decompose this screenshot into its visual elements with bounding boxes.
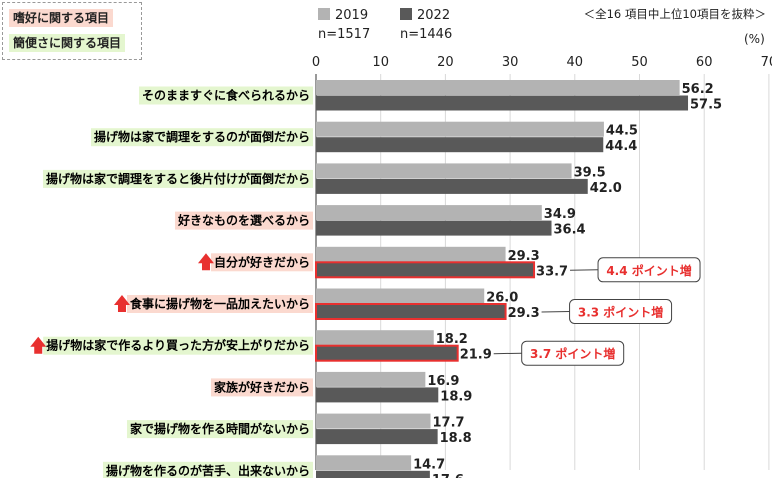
category-label: 食事に揚げ物を一品加えたいから — [129, 296, 310, 311]
category-label: 自分が好きだから — [214, 254, 310, 269]
bar-2022 — [316, 137, 604, 153]
category-label-bg — [43, 336, 313, 355]
bar-2022 — [316, 178, 588, 194]
category-label-bg — [138, 86, 313, 105]
value-label-2019: 17.7 — [433, 416, 465, 431]
bar-2019 — [316, 330, 434, 346]
x-tick-label: 30 — [502, 55, 519, 70]
category-label: 好きなものを選べるから — [177, 213, 310, 228]
x-tick-label: 50 — [631, 55, 648, 70]
x-tick-label: 70 — [761, 55, 772, 70]
value-label-2019: 56.2 — [682, 82, 714, 97]
category-label-bg — [126, 420, 313, 439]
selection-note: ＜全16 項目中上位10項目を抜粋＞ — [583, 7, 766, 21]
category-label-bg — [210, 378, 313, 397]
value-label-2022: 33.7 — [536, 264, 568, 279]
bar-2019 — [316, 163, 572, 179]
category-label-bg — [42, 169, 313, 188]
category-label: 家族が好きだから — [214, 379, 310, 394]
bar-2019 — [316, 205, 542, 221]
bar-2019 — [316, 246, 506, 262]
callout-leader — [541, 311, 570, 313]
bar-2022 — [316, 429, 438, 445]
legend-2022-label: 2022 — [417, 8, 451, 23]
callout-leader — [570, 269, 599, 271]
callout-leader — [493, 352, 522, 355]
value-label-2019: 18.2 — [436, 332, 468, 347]
value-label-2022: 21.9 — [460, 348, 492, 363]
value-label-2019: 14.7 — [413, 457, 445, 472]
x-tick-label: 0 — [312, 55, 320, 70]
bar-2022 — [315, 303, 507, 320]
category-type-legend: 嗜好に関する項目 簡便さに関する項目 — [2, 2, 142, 60]
callout-text: 3.3 ポイント増 — [578, 305, 663, 320]
value-label-2022: 18.8 — [440, 431, 472, 446]
legend-2019-label: 2019 — [335, 8, 369, 23]
category-label: 揚げ物は家で作るより買った方が安上がりだから — [46, 338, 310, 353]
bar-2019 — [316, 80, 680, 95]
up-arrow-icon — [113, 295, 130, 312]
value-label-2022: 44.4 — [605, 139, 637, 154]
category-label: 揚げ物は家で調理をすると後片付けが面倒だから — [46, 171, 310, 186]
x-tick-label: 40 — [567, 55, 584, 70]
value-label-2022: 29.3 — [508, 306, 540, 321]
category-label: 家で揚げ物を作る時間がないから — [130, 421, 310, 436]
up-arrow-icon — [30, 336, 47, 354]
category-label: 揚げ物は家で調理をするのが面倒だから — [94, 129, 310, 144]
value-label-2022: 17.6 — [432, 473, 464, 478]
value-label-2019: 34.9 — [544, 207, 576, 222]
category-label-bg — [102, 461, 313, 478]
value-label-2019: 44.5 — [606, 124, 638, 139]
category-label-bg — [90, 128, 313, 147]
value-label-2019: 39.5 — [574, 165, 606, 180]
bar-2022 — [316, 387, 439, 403]
callout-text: 3.7 ポイント増 — [530, 346, 615, 361]
value-label-2022: 42.0 — [590, 181, 622, 196]
bar-2022 — [316, 220, 552, 236]
legend-2022-swatch — [400, 8, 412, 20]
unit-label: (%) — [744, 32, 765, 46]
bar-2019 — [316, 455, 412, 471]
x-tick-label: 10 — [372, 55, 389, 70]
callout-box — [521, 340, 625, 366]
convenience-tag: 簡便さに関する項目 — [9, 34, 126, 52]
callout-box — [597, 257, 701, 283]
value-label-2019: 16.9 — [427, 374, 459, 389]
x-tick-label: 20 — [437, 55, 454, 70]
bar-2019 — [316, 413, 431, 429]
category-label: 揚げ物を作るのが苦手、出来ないから — [106, 463, 310, 478]
value-label-2022: 36.4 — [554, 223, 586, 238]
value-label-2019: 26.0 — [486, 291, 518, 306]
value-label-2022: 57.5 — [690, 98, 722, 113]
bar-2022 — [315, 344, 459, 362]
category-label: そのまますぐに食べられるから — [142, 88, 310, 103]
value-label-2022: 18.9 — [440, 389, 472, 404]
legend-2022-n: n=1446 — [400, 27, 453, 42]
legend-2019: 2019 n=1517 — [318, 6, 370, 44]
callout-text: 4.4 ポイント増 — [606, 263, 691, 278]
value-label-2019: 29.3 — [508, 249, 540, 264]
up-arrow-icon — [197, 253, 214, 271]
bar-2019 — [316, 121, 604, 137]
x-tick-label: 60 — [696, 55, 713, 70]
category-label-bg — [126, 295, 313, 313]
bar-2019 — [316, 288, 485, 304]
category-label-bg — [210, 253, 313, 272]
legend-2019-swatch — [318, 8, 330, 20]
category-label-bg — [174, 211, 313, 230]
legend-2019-n: n=1517 — [318, 27, 371, 42]
bar-2019 — [316, 371, 426, 387]
bar-2022 — [316, 470, 430, 478]
legend-2022: 2022 n=1446 — [400, 6, 452, 44]
callout-box — [569, 299, 673, 324]
hobby-tag: 嗜好に関する項目 — [9, 9, 114, 27]
bar-2022 — [315, 261, 536, 279]
bar-2022 — [316, 95, 689, 111]
